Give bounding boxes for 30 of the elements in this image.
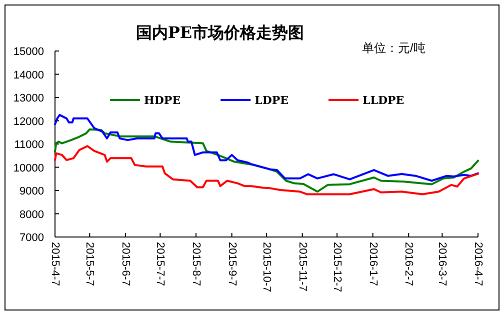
y-tick-label: 12000 [13,116,44,128]
y-tick-label: 10000 [13,162,44,174]
x-tick-label: 2015-5-7 [84,242,96,286]
x-tick-label: 2016-2-7 [402,242,415,286]
chart-title: 国内PE市场价格走势图 [136,23,304,42]
y-tick-label: 8000 [20,208,44,221]
x-tick-label: 2015-9-7 [226,242,238,286]
line-series [54,128,479,193]
x-tick-label: 2015-4-7 [49,242,61,286]
y-tick-label: 7000 [20,232,44,244]
line-series [54,145,479,196]
x-tick-label: 2015-11-7 [296,242,308,292]
x-tick-label: 2015-8-7 [190,242,202,286]
x-tick-label: 2015-7-7 [154,242,166,286]
annotation: 单位：元/吨 [362,41,426,55]
x-tick-label: 2016-1-7 [366,242,379,286]
y-tick-label: 14000 [13,69,44,82]
x-tick-label: 2015-10-7 [260,242,272,292]
x-tick-label: 2015-12-7 [331,242,343,292]
legend-label: LLDPE [362,94,404,107]
y-tick-label: 11000 [14,139,44,151]
y-tick-label: 13000 [13,92,44,104]
y-tick-label: 9000 [20,186,44,198]
x-tick-label: 2015-6-7 [120,242,132,286]
legend-label: LDPE [254,94,289,107]
y-tick-label: 15000 [13,46,44,58]
line-series [54,114,479,182]
x-tick-label: 2016-3-7 [436,242,448,286]
legend-label: HDPE [144,94,181,107]
x-tick-label: 2016-4-7 [472,242,484,286]
